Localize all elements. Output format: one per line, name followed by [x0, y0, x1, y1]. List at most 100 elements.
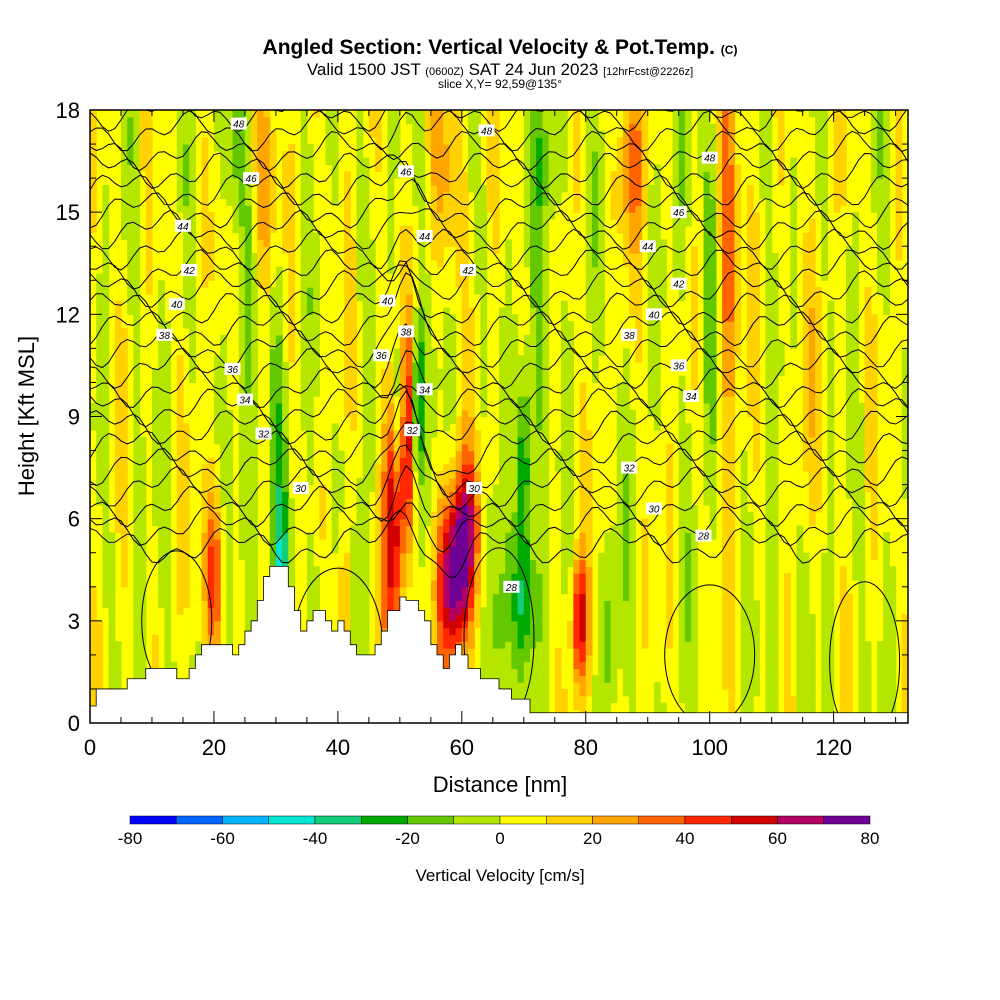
- velocity-cell: [182, 586, 190, 595]
- velocity-cell: [306, 198, 314, 206]
- velocity-cell: [399, 341, 407, 349]
- velocity-cell: [560, 436, 568, 445]
- velocity-cell: [182, 321, 190, 329]
- velocity-cell: [542, 205, 550, 213]
- velocity-cell: [660, 266, 667, 275]
- velocity-cell: [505, 457, 512, 465]
- velocity-cell: [344, 579, 351, 588]
- velocity-cell: [678, 246, 686, 254]
- velocity-cell: [306, 368, 314, 377]
- velocity-cell: [536, 253, 543, 261]
- velocity-cell: [579, 661, 587, 670]
- velocity-cell: [560, 484, 568, 493]
- velocity-cell: [653, 164, 661, 172]
- velocity-cell: [213, 362, 221, 370]
- velocity-cell: [226, 593, 234, 601]
- velocity-cell: [684, 593, 692, 601]
- velocity-cell: [90, 137, 97, 145]
- velocity-cell: [560, 116, 568, 125]
- velocity-cell: [164, 545, 172, 554]
- velocity-cell: [232, 171, 240, 179]
- velocity-cell: [598, 130, 605, 138]
- velocity-cell: [368, 416, 376, 424]
- velocity-cell: [672, 164, 680, 172]
- velocity-cell: [616, 470, 624, 479]
- velocity-cell: [387, 218, 395, 227]
- velocity-cell: [108, 559, 116, 567]
- velocity-cell: [331, 150, 339, 159]
- velocity-cell: [356, 266, 364, 275]
- velocity-cell: [461, 525, 469, 533]
- velocity-cell: [90, 423, 97, 431]
- velocity-cell: [387, 545, 395, 554]
- velocity-cell: [189, 327, 196, 336]
- velocity-cell: [213, 137, 221, 145]
- velocity-cell: [424, 436, 432, 445]
- velocity-cell: [127, 225, 134, 234]
- velocity-cell: [585, 491, 593, 499]
- velocity-cell: [684, 682, 692, 690]
- velocity-cell: [108, 573, 116, 581]
- velocity-cell: [536, 702, 543, 710]
- velocity-cell: [430, 348, 438, 356]
- velocity-cell: [474, 607, 482, 615]
- velocity-cell: [622, 246, 630, 254]
- velocity-cell: [474, 130, 482, 138]
- velocity-cell: [449, 198, 457, 206]
- velocity-cell: [300, 150, 308, 159]
- velocity-cell: [244, 116, 252, 125]
- velocity-cell: [331, 464, 339, 472]
- velocity-cell: [139, 607, 147, 615]
- velocity-cell: [331, 157, 339, 166]
- velocity-cell: [672, 144, 680, 152]
- velocity-cell: [337, 586, 345, 595]
- velocity-cell: [244, 355, 252, 363]
- velocity-cell: [430, 123, 438, 132]
- velocity-cell: [536, 661, 543, 670]
- velocity-cell: [653, 695, 661, 704]
- velocity-cell: [499, 545, 506, 554]
- velocity-cell: [189, 232, 196, 241]
- velocity-cell: [437, 137, 444, 145]
- velocity-cell: [616, 545, 624, 554]
- velocity-cell: [678, 607, 686, 615]
- velocity-cell: [684, 532, 692, 540]
- velocity-cell: [461, 477, 469, 486]
- velocity-cell: [430, 375, 438, 384]
- velocity-cell: [251, 164, 258, 172]
- velocity-cell: [306, 409, 314, 418]
- velocity-cell: [573, 607, 581, 615]
- velocity-cell: [678, 253, 686, 261]
- velocity-cell: [461, 505, 469, 513]
- velocity-cell: [629, 634, 636, 642]
- velocity-cell: [375, 539, 382, 547]
- velocity-cell: [238, 253, 246, 261]
- velocity-cell: [573, 648, 581, 656]
- velocity-cell: [616, 457, 624, 465]
- velocity-cell: [406, 484, 413, 493]
- velocity-cell: [523, 641, 531, 649]
- velocity-cell: [560, 430, 568, 438]
- velocity-cell: [529, 266, 537, 275]
- velocity-cell: [523, 178, 531, 186]
- velocity-cell: [350, 327, 358, 336]
- velocity-cell: [306, 212, 314, 220]
- velocity-cell: [313, 110, 320, 118]
- velocity-cell: [523, 586, 531, 595]
- velocity-cell: [288, 280, 296, 288]
- velocity-cell: [492, 559, 500, 567]
- velocity-cell: [523, 470, 531, 479]
- velocity-cell: [653, 266, 661, 275]
- velocity-cell: [579, 641, 587, 649]
- velocity-cell: [499, 525, 506, 533]
- velocity-cell: [114, 464, 122, 472]
- velocity-cell: [220, 450, 227, 458]
- velocity-cell: [573, 702, 581, 710]
- velocity-cell: [90, 688, 97, 697]
- velocity-cell: [672, 171, 680, 179]
- velocity-cell: [598, 559, 605, 567]
- velocity-cell: [226, 150, 234, 159]
- velocity-cell: [96, 293, 103, 302]
- velocity-cell: [567, 375, 574, 384]
- velocity-cell: [176, 368, 184, 377]
